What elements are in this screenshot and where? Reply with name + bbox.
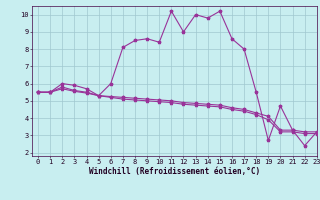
X-axis label: Windchill (Refroidissement éolien,°C): Windchill (Refroidissement éolien,°C) <box>89 167 260 176</box>
